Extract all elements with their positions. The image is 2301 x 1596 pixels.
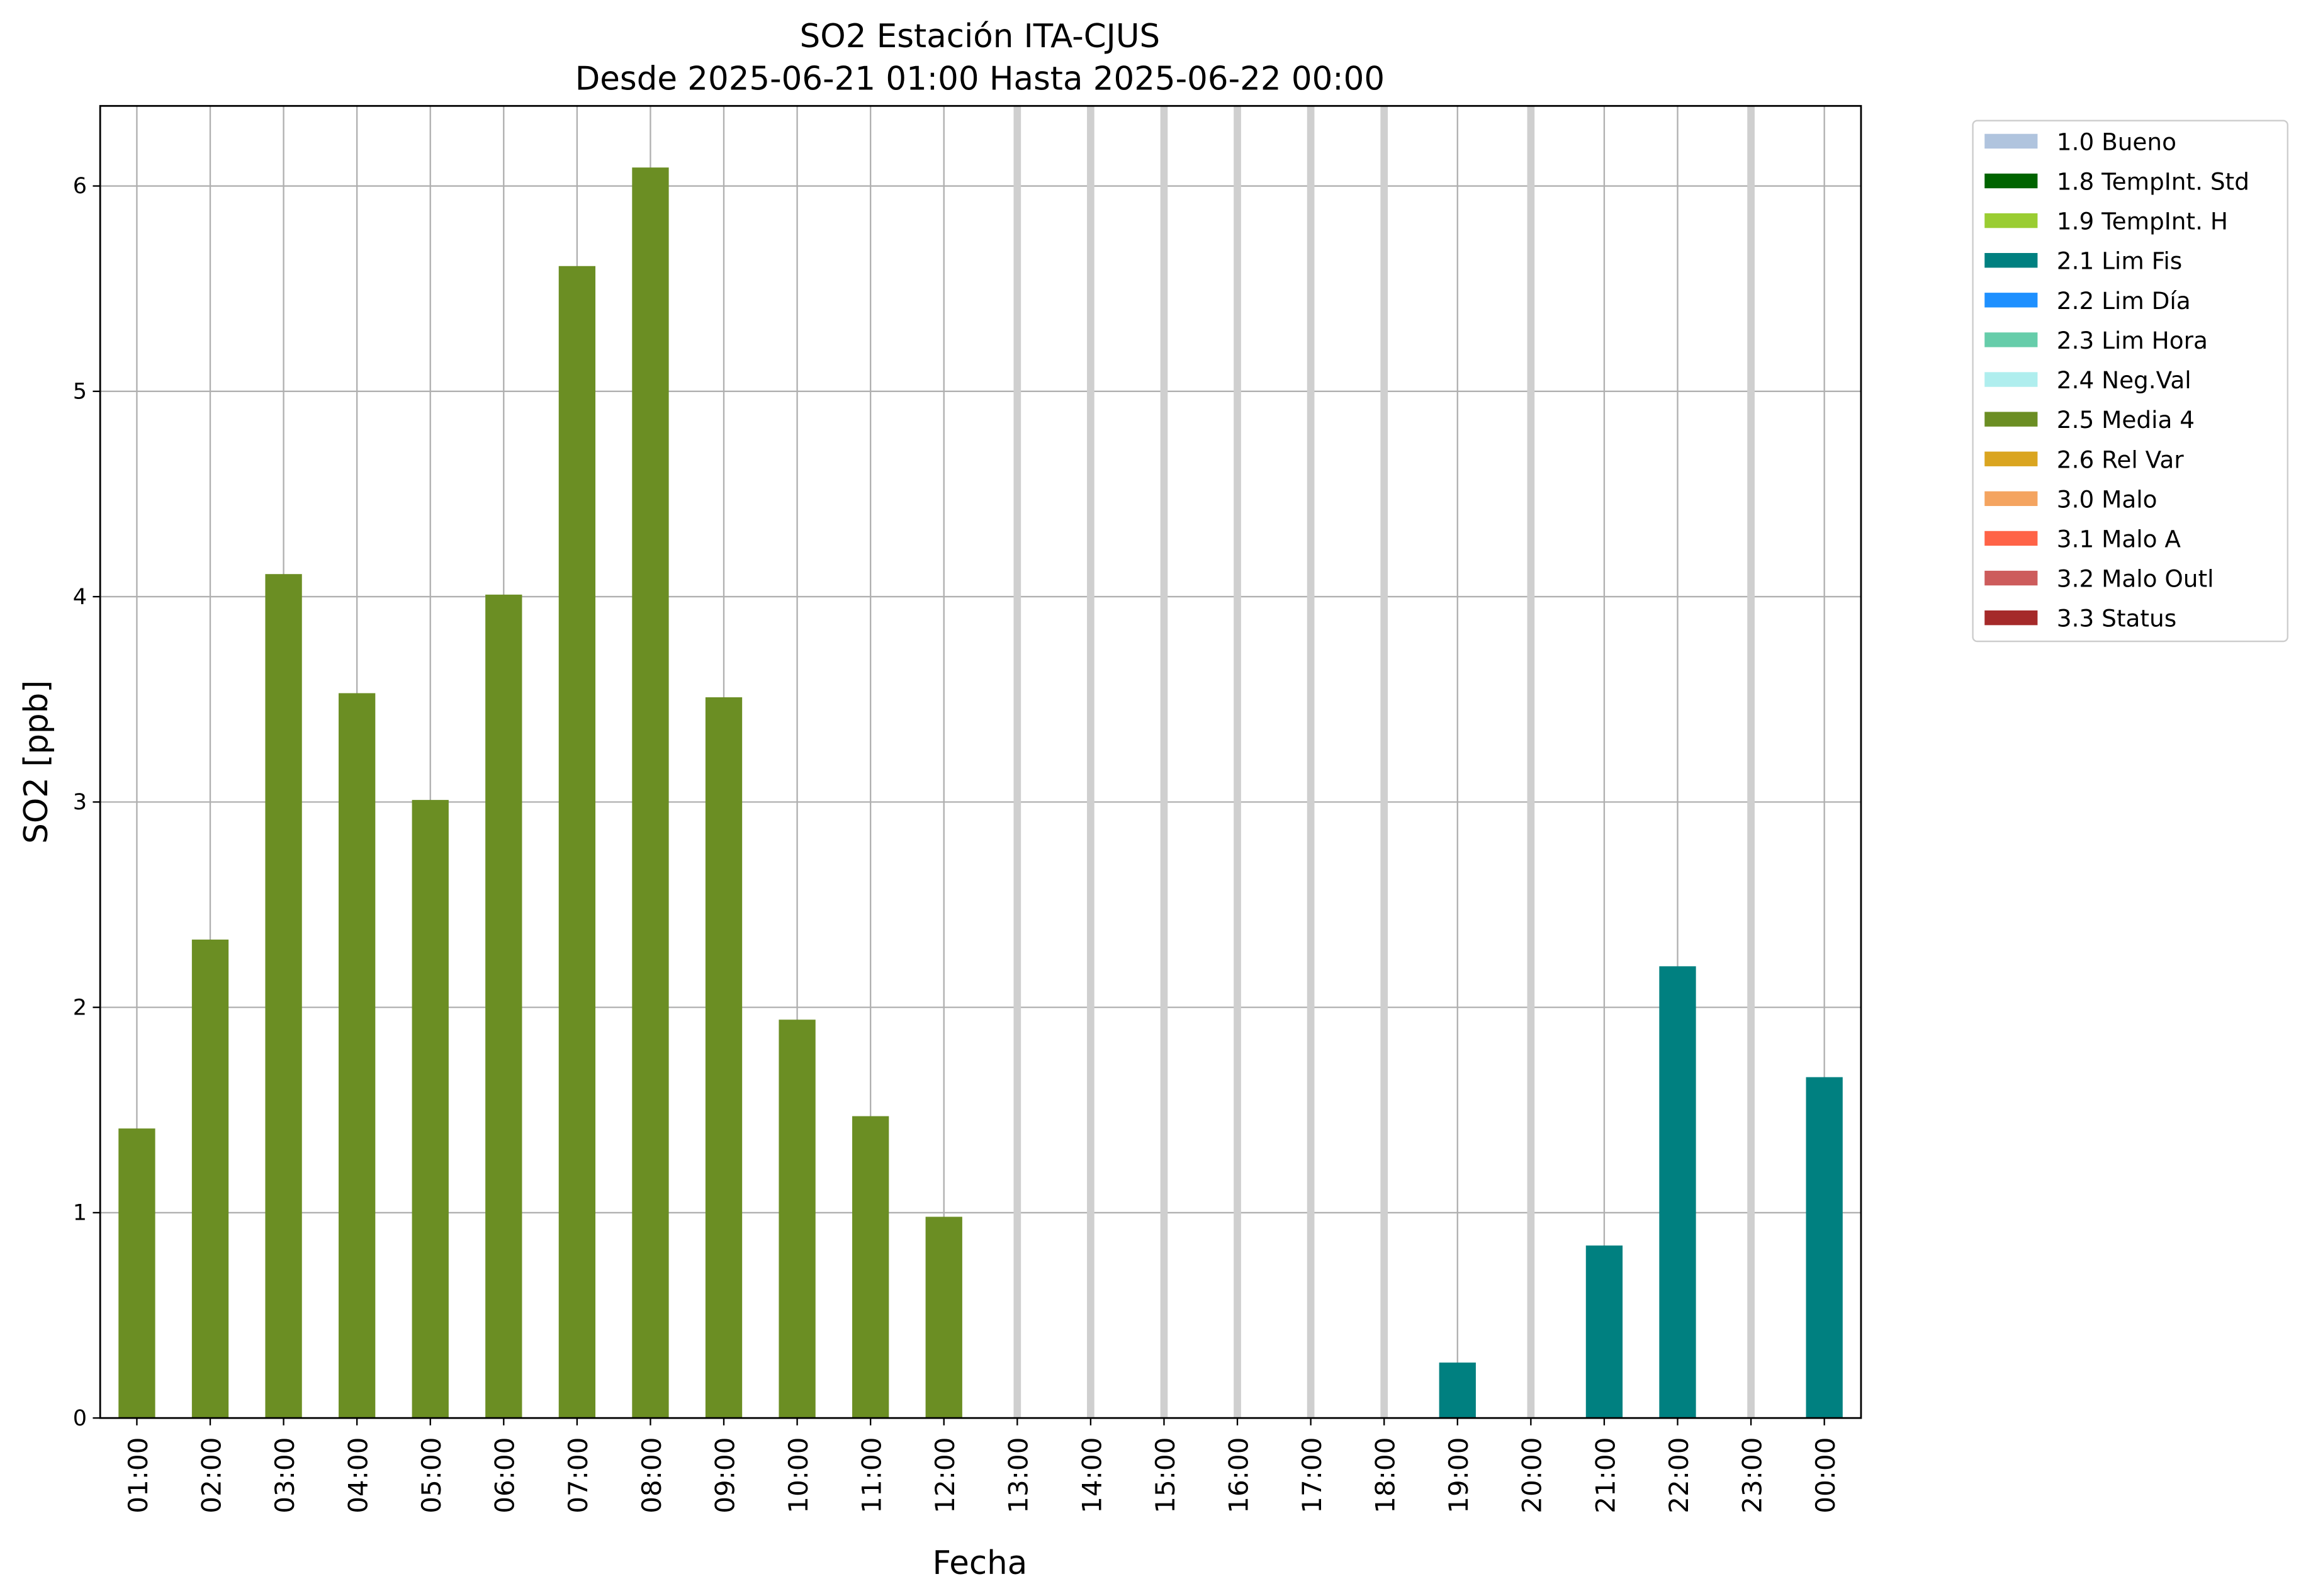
x-tick-label: 04:00 [343, 1437, 374, 1514]
bar [339, 693, 376, 1419]
x-axis-label: Fecha [933, 1544, 1028, 1582]
x-tick-label: 02:00 [196, 1437, 227, 1514]
y-tick-label: 6 [73, 173, 87, 199]
bar [191, 939, 229, 1419]
legend-label: 1.9 TempInt. H [2057, 208, 2228, 235]
x-tick-label: 05:00 [416, 1437, 447, 1514]
bar [1659, 966, 1696, 1419]
x-tick-label: 06:00 [490, 1437, 520, 1514]
bar [779, 1020, 816, 1419]
bar [485, 594, 522, 1419]
y-tick-label: 4 [73, 584, 87, 610]
x-tick-label: 01:00 [123, 1437, 154, 1514]
legend-swatch [1984, 133, 2038, 149]
legend-label: 3.2 Malo Outl [2057, 565, 2214, 593]
y-axis-label: SO2 [ppb] [18, 680, 55, 844]
bar [558, 266, 596, 1419]
x-tick-label: 22:00 [1663, 1437, 1694, 1514]
x-tick-label: 12:00 [930, 1437, 960, 1514]
legend-swatch [1984, 372, 2038, 387]
y-tick-label: 5 [73, 378, 87, 404]
x-tick-label: 18:00 [1370, 1437, 1401, 1514]
x-tick-label: 19:00 [1443, 1437, 1474, 1514]
legend-label: 3.1 Malo A [2057, 525, 2181, 553]
bar [1806, 1077, 1843, 1419]
x-tick-label: 23:00 [1736, 1437, 1767, 1514]
legend-label: 2.2 Lim Día [2057, 287, 2191, 315]
bar [925, 1217, 962, 1419]
legend-items: 1.0 Bueno 1.8 TempInt. Std 1.9 TempInt. H 2… [1984, 128, 2249, 632]
plot-frame [99, 104, 1862, 1419]
x-tick-label: 15:00 [1150, 1437, 1181, 1514]
x-tick-label: 11:00 [857, 1437, 887, 1514]
bar [265, 574, 302, 1419]
legend-label: 2.4 Neg.Val [2057, 366, 2191, 394]
x-tick-label: 13:00 [1003, 1437, 1034, 1514]
y-tick-label: 0 [73, 1405, 87, 1431]
legend-swatch [1984, 293, 2038, 308]
legend-swatch [1984, 213, 2038, 228]
legend-label: 3.3 Status [2057, 605, 2176, 632]
x-tick-label: 14:00 [1076, 1437, 1107, 1514]
y-tick-label: 1 [73, 1200, 87, 1226]
legend-label: 1.0 Bueno [2057, 128, 2176, 155]
bar [1439, 1363, 1476, 1419]
x-tick-label: 09:00 [709, 1437, 740, 1514]
x-tick-label: 17:00 [1297, 1437, 1327, 1514]
bar [852, 1116, 889, 1419]
bar [118, 1128, 155, 1419]
x-tick-label: 16:00 [1223, 1437, 1254, 1514]
legend-label: 1.8 TempInt. Std [2057, 168, 2249, 196]
bar [632, 167, 669, 1419]
legend-label: 2.3 Lim Hora [2057, 327, 2208, 354]
x-tick-label: 03:00 [269, 1437, 300, 1514]
x-tick-label: 00:00 [1810, 1437, 1841, 1514]
chart-subtitle: Desde 2025-06-21 01:00 Hasta 2025-06-22 … [575, 60, 1385, 98]
legend-label: 2.5 Media 4 [2057, 406, 2195, 434]
legend-swatch [1984, 610, 2038, 626]
legend-swatch [1984, 173, 2038, 189]
plot-area: 0 1 2 3 4 5 6 01:00 02:00 03:00 04:00 05:00 06:00 07:… [73, 104, 1862, 1514]
legend-swatch [1984, 570, 2038, 586]
legend-swatch [1984, 491, 2038, 507]
legend-swatch [1984, 332, 2038, 347]
legend [1972, 120, 2288, 643]
legend-label: 3.0 Malo [2057, 485, 2158, 513]
y-tick-label: 2 [73, 994, 87, 1020]
legend-swatch [1984, 531, 2038, 546]
legend-label: 2.1 Lim Fis [2057, 247, 2182, 275]
legend-swatch [1984, 451, 2038, 466]
bar [412, 800, 449, 1419]
legend-label: 2.6 Rel Var [2057, 446, 2184, 473]
legend-swatch [1984, 253, 2038, 268]
x-tick-label: 20:00 [1517, 1437, 1548, 1514]
x-tick-label: 21:00 [1590, 1437, 1621, 1514]
x-tick-label: 07:00 [563, 1437, 594, 1514]
legend-swatch [1984, 412, 2038, 427]
x-tick-label: 08:00 [636, 1437, 667, 1514]
y-tick-label: 3 [73, 789, 87, 815]
x-tick-label: 10:00 [783, 1437, 814, 1514]
bar [705, 697, 743, 1419]
bar [1585, 1245, 1623, 1419]
chart-title: SO2 Estación ITA-CJUS [800, 18, 1160, 55]
